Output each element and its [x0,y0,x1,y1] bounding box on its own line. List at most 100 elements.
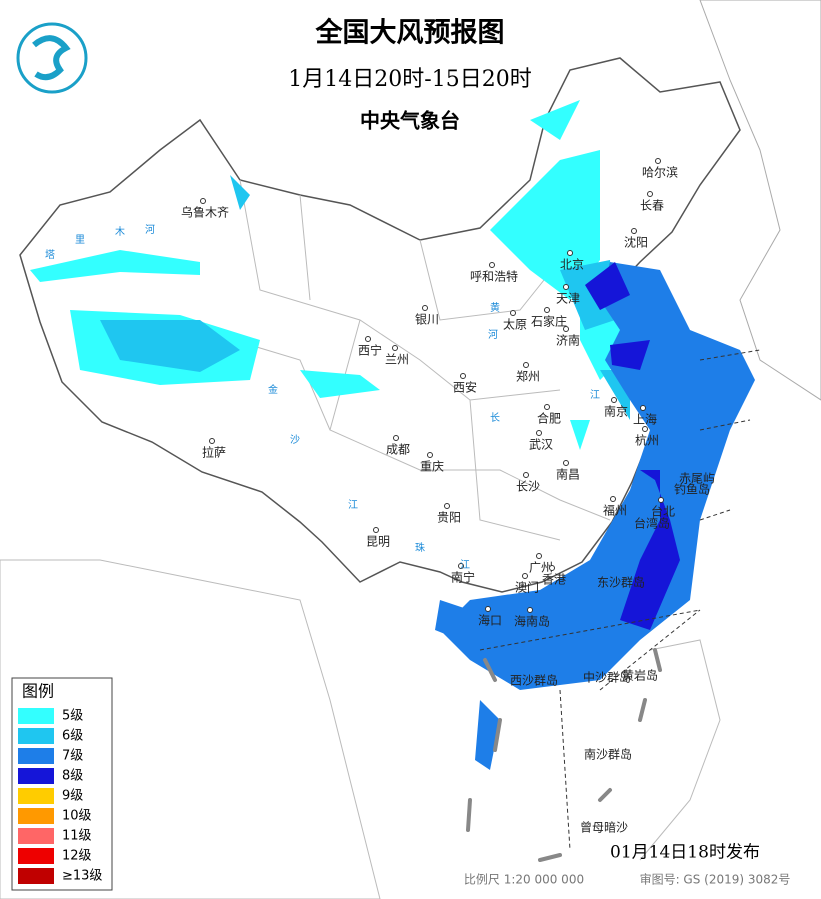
city-marker [392,345,398,351]
cma-logo [16,22,88,94]
city-label: 台北 [651,504,675,519]
legend-swatch [18,828,54,844]
island-label: 黄岩岛 [622,668,658,683]
legend-label: 7级 [62,749,83,764]
cma-logo-mark [32,35,71,81]
city-label: 兰州 [385,353,409,367]
river-label: 河 [488,329,498,341]
city-marker [522,573,528,579]
city-label: 天津 [556,292,580,306]
island-label: 赤尾屿 [679,472,715,486]
city-label: 北京 [560,258,584,272]
city-label: 福州 [603,503,627,518]
city-label: 银川 [415,313,439,327]
legend-swatch [18,788,54,804]
city-marker [640,405,646,411]
city-marker [209,438,215,444]
island-label: 台湾岛 [634,516,670,531]
city-label: 南宁 [451,570,475,585]
city-marker [523,362,529,368]
scale: 比例尺 1:20 000 000 [464,873,584,887]
city-label: 昆明 [366,535,390,549]
legend-label: 5级 [62,709,83,724]
river-label: 河 [145,224,155,236]
city-marker [611,397,617,403]
city-marker [536,553,542,559]
city-label: 成都 [386,443,410,457]
city-label: 合肥 [537,411,561,426]
period: 1月14日20时-15日20时 [288,67,531,92]
city-label: 武汉 [529,438,553,452]
island-label: 中沙群岛 [583,670,631,685]
city-marker [527,607,533,613]
city-label: 上海 [633,412,657,427]
island-label: 钓鱼岛 [674,482,710,497]
river-label: 塔 [45,248,55,261]
river-label: 江 [460,559,470,571]
legend-swatch [18,848,54,864]
city-label: 郑州 [516,369,540,384]
city-label: 澳门 [515,580,539,595]
legend-label: 8级 [62,769,83,784]
city-marker [485,606,491,612]
city-label: 长沙 [516,480,540,494]
city-marker [489,262,495,268]
city-label: 广州 [529,561,553,575]
city-marker [373,527,379,533]
legend-label: 11级 [62,829,92,844]
city-label: 贵阳 [437,511,461,525]
city-marker [647,191,653,197]
city-label: 海口 [478,613,502,628]
island-label: 东沙群岛 [597,575,645,590]
city-marker [549,565,555,571]
city-label: 南京 [604,404,628,419]
river-label: 沙 [290,434,300,446]
island-label: 南沙群岛 [584,747,632,762]
city-marker [563,326,569,332]
city-label: 呼和浩特 [470,269,518,284]
city-label: 拉萨 [202,445,226,460]
city-label: 西安 [453,380,477,395]
legend-swatch [18,728,54,744]
island-label: 曾母暗沙 [580,820,628,835]
city-marker [460,373,466,379]
city-marker [642,426,648,432]
city-marker [510,310,516,316]
river-label: 木 [115,226,125,238]
city-label: 长春 [640,199,664,213]
river-label: 珠 [415,541,425,554]
city-marker [631,228,637,234]
wind-area-7 [435,262,755,770]
city-marker [563,460,569,466]
legend-swatch [18,868,54,884]
city-marker [365,336,371,342]
city-label: 西宁 [358,343,382,358]
city-marker [523,472,529,478]
nine-dash-line [466,648,662,862]
city-marker [393,435,399,441]
legend-swatch [18,748,54,764]
neighbor-border [699,0,821,401]
city-label: 石家庄 [531,314,567,329]
legend-swatch [18,768,54,784]
city-marker [458,563,464,569]
city-marker [427,452,433,458]
city-label: 重庆 [420,460,444,474]
city-label: 济南 [556,333,580,348]
city-marker [610,496,616,502]
island-label: 西沙群岛 [510,673,558,688]
city-marker [200,198,206,204]
city-marker [655,158,661,164]
province-line [199,179,611,541]
city-marker [563,284,569,290]
river-label: 江 [348,499,358,511]
issued-time: 01月14日18时发布 [610,843,760,863]
river-label: 长 [490,412,500,424]
city-marker [444,503,450,509]
title: 全国大风预报图 [315,17,505,49]
city-label: 杭州 [635,433,659,448]
legend-label: 9级 [62,789,83,804]
wind-area-8 [585,262,680,630]
agency: 中央气象台 [360,109,460,133]
